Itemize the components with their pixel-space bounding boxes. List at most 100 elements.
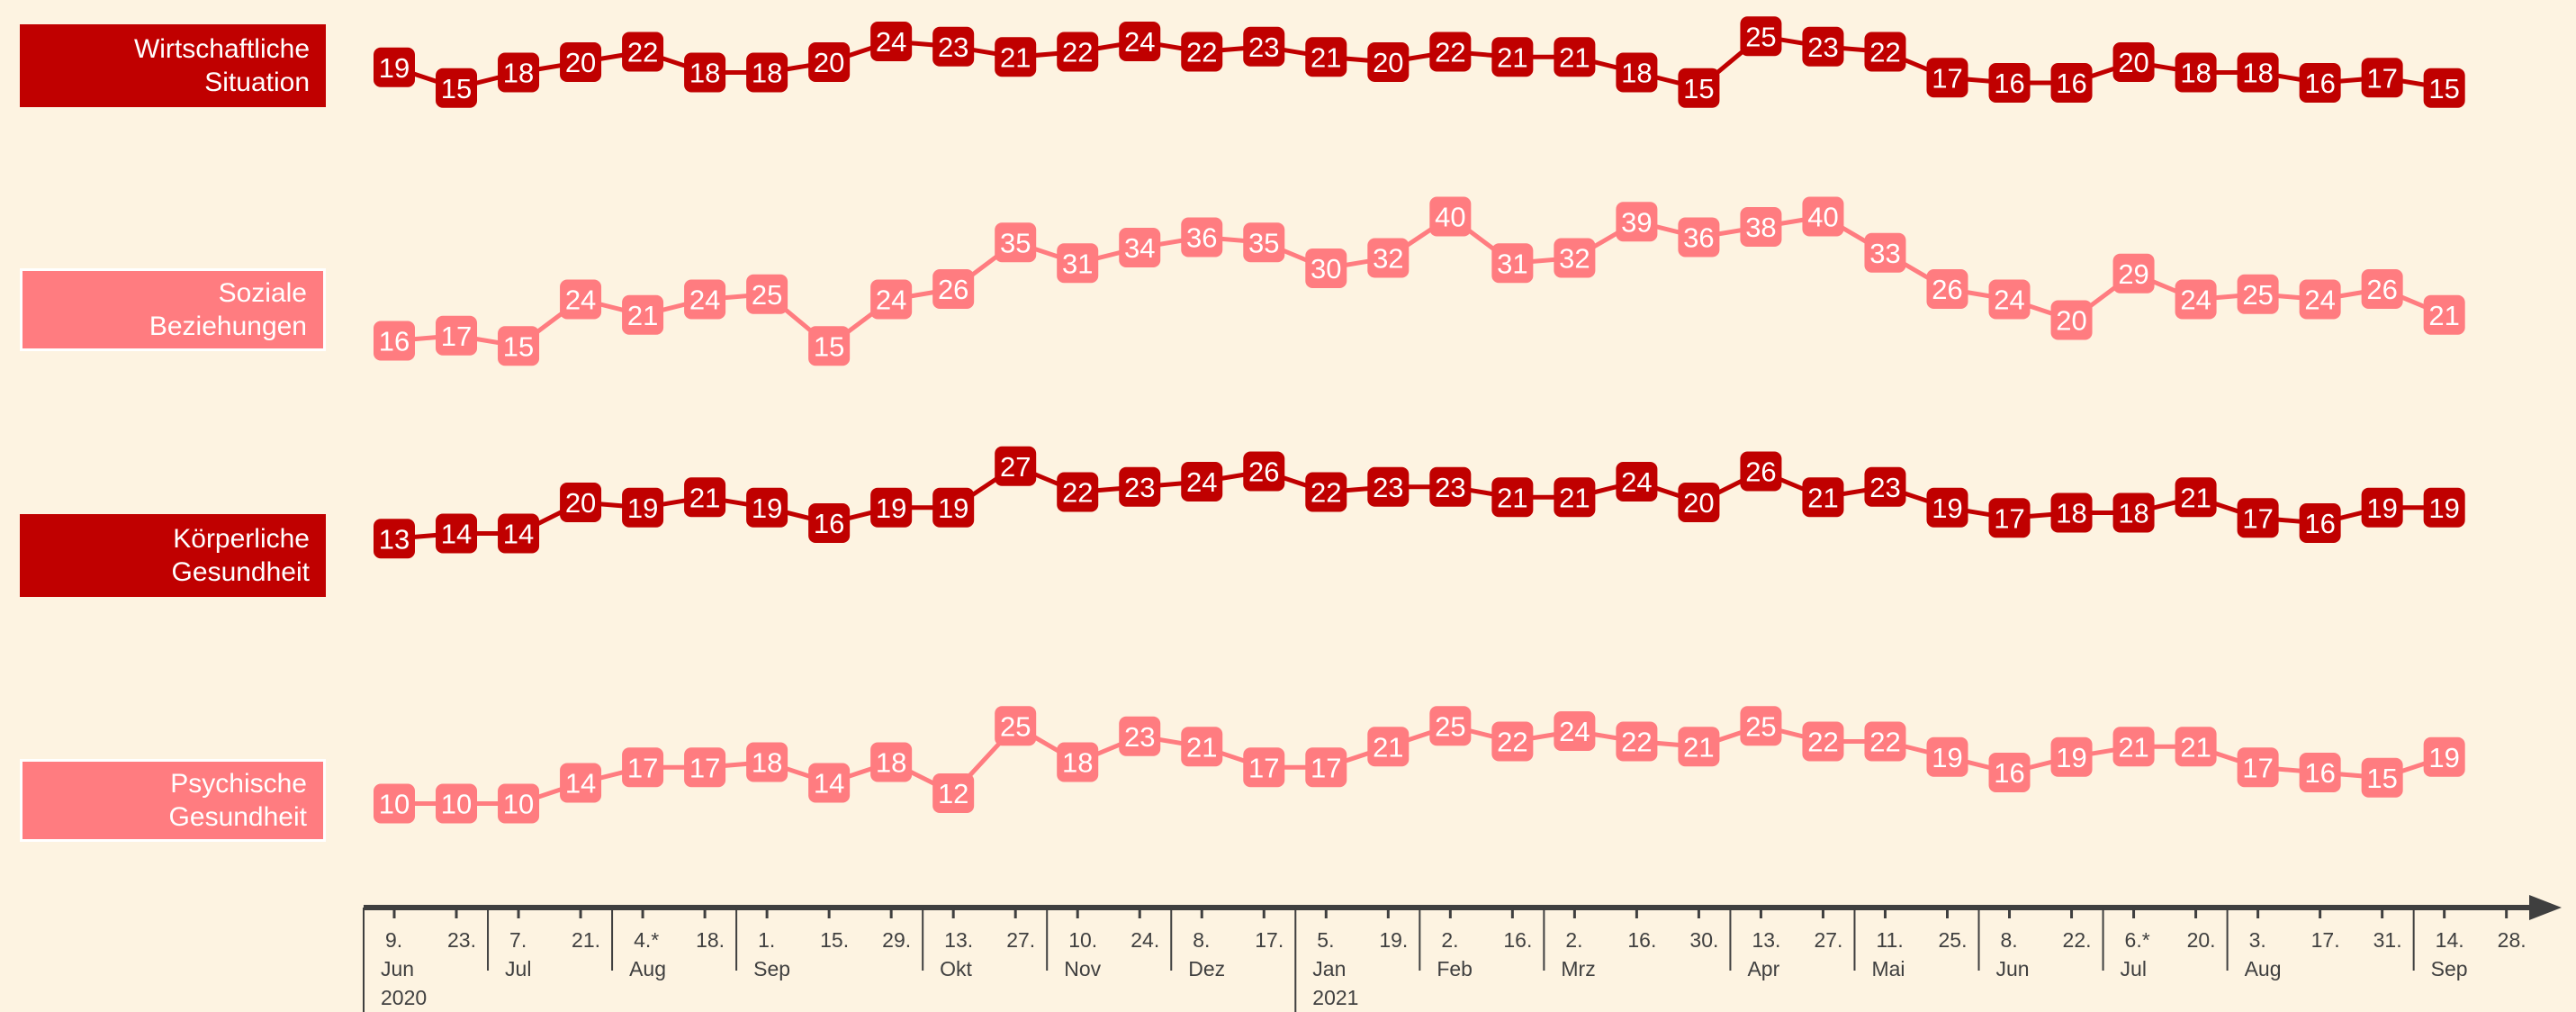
data-label: 30 (1311, 253, 1341, 285)
series-label-line: Beziehungen (149, 312, 307, 341)
data-point-marker (1926, 736, 1968, 777)
data-point-marker (1616, 462, 1658, 501)
data-point-marker (1864, 466, 1906, 507)
data-point-marker (1057, 742, 1099, 782)
data-label: 18 (2242, 58, 2273, 89)
tick-label: 6.* (2125, 928, 2150, 952)
data-point-marker (1367, 466, 1410, 507)
data-point-marker (560, 483, 602, 522)
data-label: 24 (1621, 466, 1652, 498)
data-label: 21 (1807, 482, 1838, 513)
data-point-marker (374, 321, 415, 361)
data-point-marker (684, 747, 726, 788)
data-label: 22 (1807, 727, 1838, 758)
data-label: 10 (441, 789, 472, 820)
data-label: 19 (2056, 742, 2086, 773)
data-point-marker (560, 763, 602, 803)
data-point-marker (746, 742, 788, 782)
data-point-marker (1554, 711, 1596, 751)
data-point-marker (560, 279, 602, 320)
tick-label: 19. (1379, 928, 1408, 952)
data-label: 20 (2056, 305, 2086, 337)
data-label: 13 (379, 523, 410, 555)
data-label: 19 (752, 492, 782, 524)
data-label: 40 (1807, 202, 1838, 233)
data-label: 22 (1869, 37, 1900, 68)
data-label: 21 (2180, 731, 2211, 763)
tick-label: 31. (2373, 928, 2402, 952)
data-point-marker (1243, 747, 1285, 788)
data-label: 21 (1683, 731, 1714, 763)
data-label: 19 (2366, 492, 2397, 524)
series-label-2: Soziale Beziehungen (20, 268, 326, 351)
data-label: 22 (1869, 727, 1900, 758)
data-point-marker (1554, 238, 1596, 278)
data-label: 34 (1124, 232, 1155, 264)
tick-label: 30. (1689, 928, 1718, 952)
data-label: 21 (2428, 300, 2459, 331)
data-label: 20 (1683, 487, 1714, 519)
tick-label: 24. (1130, 928, 1159, 952)
data-label: 14 (565, 768, 596, 800)
data-point-marker (1057, 472, 1099, 512)
data-point-marker (1554, 37, 1596, 77)
data-point-marker (498, 513, 540, 554)
data-point-marker (932, 269, 975, 309)
data-point-marker (1119, 716, 1161, 756)
tick-label: 22. (2063, 928, 2092, 952)
data-point-marker (2423, 736, 2465, 777)
data-point-marker (932, 26, 975, 67)
data-label: 18 (1621, 58, 1652, 89)
data-label: 26 (2366, 274, 2397, 305)
data-point-marker (808, 42, 851, 82)
series-label-line: Situation (204, 68, 310, 97)
data-point-marker (2175, 727, 2217, 767)
data-point-marker (684, 279, 726, 320)
data-label: 15 (503, 330, 534, 362)
axis-arrow (2529, 895, 2562, 920)
data-label: 19 (627, 492, 658, 524)
data-point-marker (746, 274, 788, 314)
data-point-marker (1740, 706, 1782, 746)
data-point-marker (1864, 721, 1906, 762)
data-label: 17 (689, 752, 720, 783)
month-label: Aug (2245, 957, 2282, 980)
data-label: 25 (1745, 710, 1776, 742)
tick-label: 2. (1441, 928, 1458, 952)
data-point-marker (995, 446, 1037, 486)
data-point-marker (1926, 269, 1968, 309)
data-label: 27 (1000, 451, 1031, 483)
tick-label: 3. (2249, 928, 2266, 952)
data-label: 24 (689, 285, 720, 316)
tick-label: 10. (1068, 928, 1097, 952)
data-label: 25 (1745, 21, 1776, 52)
tick-label: 16. (1627, 928, 1656, 952)
data-label: 17 (441, 321, 472, 352)
data-label: 19 (1932, 742, 1962, 773)
series-3: 13 14 14 20 19 21 19 16 19 19 27 22 23 24 26 22 23 23 21 21… (374, 446, 2465, 559)
data-point-marker (1678, 483, 1720, 522)
series-1: 19 15 18 20 22 18 18 20 24 23 21 22 24 22 23 21 20 22 21 21… (374, 16, 2465, 108)
data-point-marker (1119, 466, 1161, 507)
data-point-marker (1491, 477, 1534, 518)
data-label: 22 (1062, 477, 1093, 509)
data-point-marker (436, 783, 478, 824)
data-point-marker (808, 503, 851, 543)
data-label: 31 (1497, 248, 1527, 279)
data-label: 17 (2242, 752, 2273, 783)
data-label: 16 (2304, 68, 2335, 99)
data-label: 14 (814, 768, 844, 800)
data-label: 31 (1062, 248, 1093, 279)
data-label: 19 (938, 492, 968, 524)
data-label: 18 (752, 58, 782, 89)
data-label: 25 (1435, 710, 1465, 742)
data-point-marker (1926, 58, 1968, 98)
data-label: 15 (1683, 73, 1714, 104)
data-label: 23 (1869, 472, 1900, 503)
series-label-line: Körperliche (173, 524, 310, 554)
data-label: 21 (1311, 41, 1341, 73)
data-point-marker (2423, 68, 2465, 108)
data-label: 17 (627, 752, 658, 783)
data-label: 16 (2304, 757, 2335, 789)
